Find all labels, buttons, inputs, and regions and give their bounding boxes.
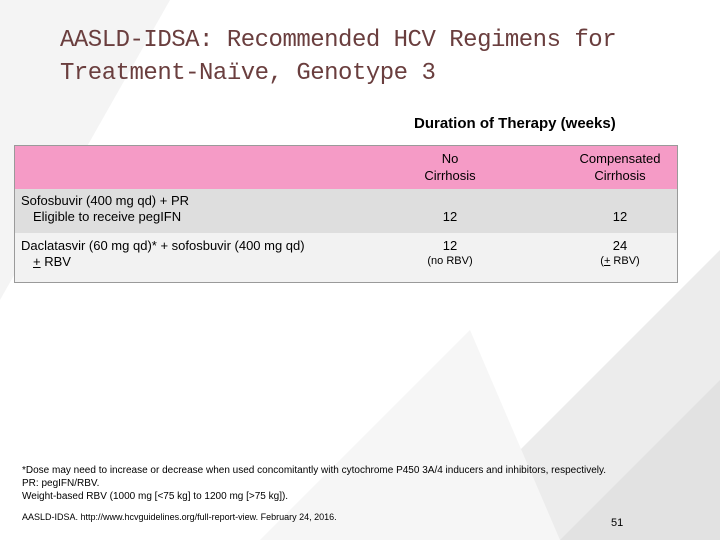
duration-heading: Duration of Therapy (weeks): [414, 115, 616, 132]
regimen-line2-rest: RBV: [40, 254, 71, 269]
compensated-note-open: (: [600, 255, 604, 267]
col-header-compensated-line1: Compensated: [579, 151, 661, 166]
compensated-note: (+ RBV): [580, 255, 660, 267]
plus-minus-symbol: +: [33, 254, 41, 269]
no-cirrhosis-note: (no RBV): [427, 255, 473, 267]
footnotes: *Dose may need to increase or decrease w…: [22, 464, 702, 503]
no-cirrhosis-weeks: 12: [442, 209, 458, 224]
title-line-2: Treatment-Naïve, Genotype 3: [60, 60, 436, 87]
regimen-line1: Sofosbuvir (400 mg qd) + PR: [21, 193, 189, 208]
page-number: 51: [611, 517, 624, 529]
no-cirrhosis-weeks: 12: [442, 238, 458, 253]
compensated-note-rest: RBV): [610, 255, 640, 267]
col-header-no-cirrhosis: No Cirrhosis: [415, 150, 485, 184]
title-line-1: AASLD-IDSA: Recommended HCV Regimens for: [60, 27, 617, 54]
table-row: Sofosbuvir (400 mg qd) + PR Eligible to …: [15, 189, 677, 233]
col-header-compensated-cirrhosis: Compensated Cirrhosis: [560, 150, 680, 184]
col-header-no-cirrhosis-line1: No: [441, 151, 459, 166]
regimen-line2: + RBV: [33, 254, 71, 270]
plus-minus-symbol: +: [603, 255, 611, 267]
table-row: Daclatasvir (60 mg qd)* + sofosbuvir (40…: [15, 233, 677, 282]
footnote-rbv: Weight-based RBV (1000 mg [<75 kg] to 12…: [22, 491, 289, 502]
regimen-line2: Eligible to receive pegIFN: [33, 209, 182, 224]
footnote-dose: *Dose may need to increase or decrease w…: [22, 465, 607, 476]
regimen-table: No Cirrhosis Compensated Cirrhosis Sofos…: [14, 145, 678, 283]
citation: AASLD-IDSA. http://www.hcvguidelines.org…: [22, 512, 337, 522]
compensated-weeks: 12: [612, 209, 628, 224]
col-header-no-cirrhosis-line2: Cirrhosis: [424, 168, 476, 183]
regimen-line1: Daclatasvir (60 mg qd)* + sofosbuvir (40…: [21, 238, 305, 253]
footnote-pr: PR: pegIFN/RBV.: [22, 478, 100, 489]
slide-title: AASLD-IDSA: Recommended HCV Regimens for…: [60, 24, 700, 90]
table-header-row: No Cirrhosis Compensated Cirrhosis: [15, 146, 677, 189]
col-header-compensated-line2: Cirrhosis: [594, 168, 646, 183]
compensated-weeks: 24: [612, 238, 628, 253]
